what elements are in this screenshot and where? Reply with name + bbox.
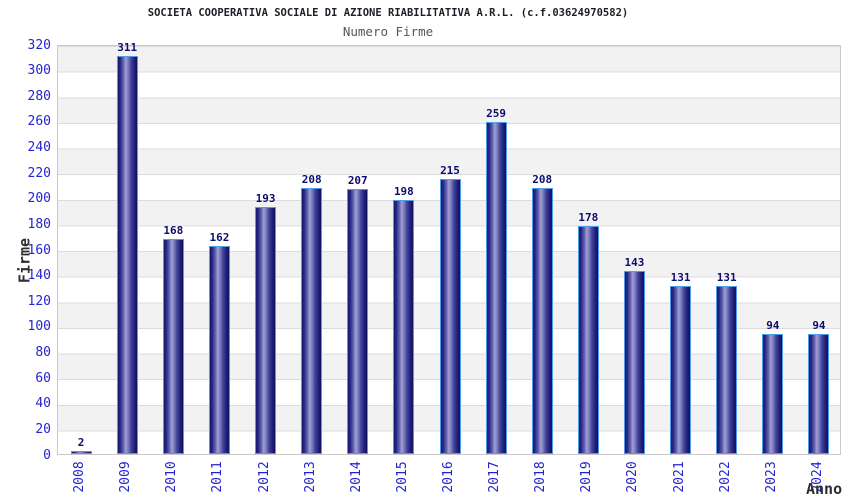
x-axis-title: Anno — [806, 480, 843, 498]
bar-value-label: 178 — [578, 210, 599, 224]
x-tick-label: 2016 — [441, 461, 456, 493]
bar-value-label: 94 — [812, 318, 826, 332]
x-tick-label: 2015 — [394, 461, 410, 493]
bar-value-label: 207 — [347, 173, 368, 187]
bar-value-label: 131 — [716, 271, 737, 285]
bar — [208, 246, 230, 454]
bar — [301, 187, 323, 454]
x-tick-label: 2021 — [671, 461, 687, 493]
bar — [577, 225, 599, 454]
bar — [70, 451, 92, 454]
y-tick-label: 220 — [27, 165, 51, 181]
bar — [670, 286, 692, 454]
bar-value-label: 311 — [117, 40, 138, 54]
bar-value-label: 162 — [209, 231, 230, 245]
x-tick-label: 2020 — [625, 461, 641, 493]
y-tick-label: 40 — [35, 396, 51, 412]
y-tick-label: 140 — [27, 268, 51, 284]
y-tick-label: 180 — [27, 216, 51, 232]
y-tick-label: 80 — [35, 345, 51, 360]
bar — [347, 188, 369, 454]
bar — [439, 178, 461, 454]
bar-value-label: 259 — [486, 107, 507, 121]
x-tick-label: 2018 — [533, 461, 549, 493]
x-tick-label: 2019 — [579, 461, 595, 493]
x-tick-label: 2017 — [487, 461, 503, 493]
plot-area: 2 311 168 162 193 208 207 198 215 259 208 178 143 131… — [57, 41, 841, 455]
y-tick-label: 20 — [35, 421, 51, 437]
bar-value-label: 198 — [393, 185, 414, 199]
bar-value-label: 208 — [532, 172, 553, 186]
y-tick-label: 60 — [35, 370, 51, 386]
y-tick-label: 240 — [27, 140, 51, 155]
y-tick-label: 0 — [43, 447, 51, 463]
x-tick-label: 2010 — [164, 461, 180, 493]
chart-title: SOCIETA COOPERATIVA SOCIALE DI AZIONE RI… — [147, 7, 629, 19]
x-tick-label: 2014 — [348, 461, 364, 493]
y-tick-label: 100 — [27, 319, 51, 335]
x-tick-label: 2009 — [118, 461, 134, 493]
y-tick-label: 260 — [27, 114, 51, 130]
bar-value-label: 215 — [440, 163, 460, 177]
y-tick-label: 200 — [27, 191, 51, 207]
x-tick-label: 2012 — [256, 461, 272, 493]
bar-value-label: 131 — [670, 271, 691, 285]
x-tick-label: 2023 — [763, 461, 779, 493]
bar-value-label: 2 — [77, 436, 85, 450]
bar-value-label: 208 — [301, 172, 322, 186]
bar — [716, 286, 738, 454]
y-axis-title: Firme — [15, 237, 34, 284]
bar-value-label: 193 — [255, 191, 276, 205]
bar — [116, 55, 138, 454]
bar — [162, 238, 184, 454]
bar — [808, 333, 830, 454]
chart-subtitle: Numero Firme — [342, 24, 434, 39]
x-tick-label: 2008 — [72, 461, 88, 493]
bar — [623, 270, 645, 454]
bar — [393, 200, 415, 454]
x-tick-label: 2011 — [210, 461, 226, 493]
bar — [255, 206, 277, 454]
bar-value-label: 143 — [624, 255, 645, 269]
y-tick-label: 280 — [27, 88, 51, 104]
bar-value-label: 168 — [163, 223, 184, 237]
x-tick-label: 2013 — [302, 461, 318, 493]
bar-value-label: 94 — [766, 318, 780, 332]
y-tick-label: 320 — [27, 37, 51, 53]
y-tick-label: 300 — [27, 63, 51, 79]
bar — [531, 187, 553, 454]
bar — [762, 333, 784, 454]
y-tick-label: 120 — [27, 293, 51, 309]
bar — [485, 122, 507, 454]
x-tick-label: 2022 — [717, 461, 733, 493]
y-tick-label: 160 — [27, 242, 51, 258]
